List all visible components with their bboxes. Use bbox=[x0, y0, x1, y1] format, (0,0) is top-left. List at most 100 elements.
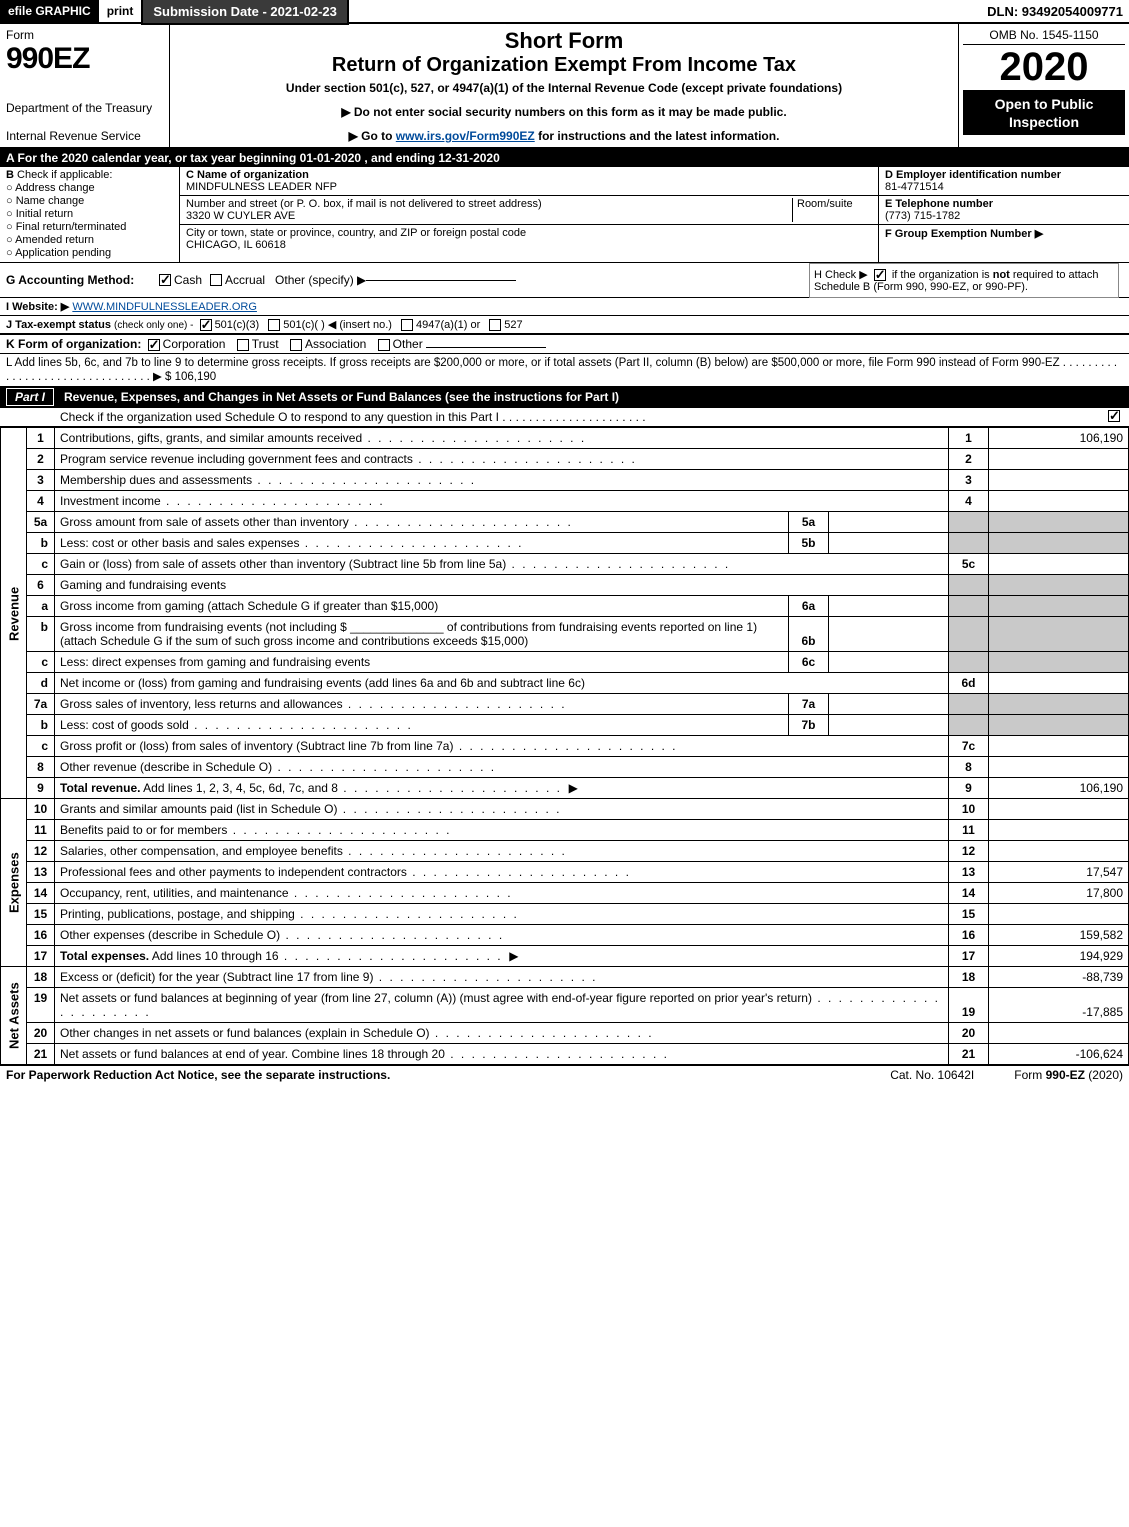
line-6b-desc: Gross income from fundraising events (no… bbox=[55, 617, 789, 652]
line-15-amt bbox=[989, 904, 1129, 925]
line-6b-no: b bbox=[27, 617, 55, 652]
line-13-col: 13 bbox=[949, 862, 989, 883]
section-i: I Website: ▶ WWW.MINDFULNESSLEADER.ORG bbox=[0, 297, 1129, 316]
line-11-no: 11 bbox=[27, 820, 55, 841]
irs-link[interactable]: www.irs.gov/Form990EZ bbox=[396, 129, 535, 143]
h-text1: H Check ▶ bbox=[814, 269, 868, 281]
line-6d-desc: Net income or (loss) from gaming and fun… bbox=[55, 673, 949, 694]
line-4-desc: Investment income bbox=[60, 494, 385, 508]
line-19-amt: -17,885 bbox=[989, 988, 1129, 1023]
open-public-inspection: Open to Public Inspection bbox=[963, 91, 1125, 135]
line-5a-sub: 5a bbox=[789, 512, 829, 533]
line-5c-no: c bbox=[27, 554, 55, 575]
grey-5a bbox=[949, 512, 989, 533]
part-1-check-line: Check if the organization used Schedule … bbox=[0, 408, 1129, 427]
line-18-col: 18 bbox=[949, 967, 989, 988]
grey-7a bbox=[949, 694, 989, 715]
ck-name-change[interactable]: Name change bbox=[6, 195, 173, 207]
ck-4947[interactable] bbox=[401, 319, 413, 331]
line-1-amt: 106,190 bbox=[989, 428, 1129, 449]
line-5c-col: 5c bbox=[949, 554, 989, 575]
header-center: Short Form Return of Organization Exempt… bbox=[170, 24, 959, 147]
grey-5b-amt bbox=[989, 533, 1129, 554]
line-9-desc: Add lines 1, 2, 3, 4, 5c, 6d, 7c, and 8 bbox=[143, 781, 562, 795]
i-label: I Website: ▶ bbox=[6, 301, 69, 313]
line-6a-desc: Gross income from gaming (attach Schedul… bbox=[55, 596, 789, 617]
line-12-amt bbox=[989, 841, 1129, 862]
dln-label: DLN: 93492054009771 bbox=[987, 4, 1129, 19]
ck-other[interactable] bbox=[378, 339, 390, 351]
line-13-desc: Professional fees and other payments to … bbox=[60, 865, 631, 879]
ck-assoc[interactable] bbox=[290, 339, 302, 351]
ck-amended-return[interactable]: Amended return bbox=[6, 234, 173, 246]
line-20-desc: Other changes in net assets or fund bala… bbox=[60, 1026, 654, 1040]
top-bar: efile GRAPHIC print Submission Date - 20… bbox=[0, 0, 1129, 24]
k-label: K Form of organization: bbox=[6, 337, 141, 351]
section-c: C Name of organization MINDFULNESS LEADE… bbox=[180, 167, 879, 262]
h-not: not bbox=[993, 269, 1010, 281]
website-url[interactable]: WWW.MINDFULNESSLEADER.ORG bbox=[72, 301, 257, 313]
ck-501c[interactable] bbox=[268, 319, 280, 331]
e-label: E Telephone number bbox=[885, 198, 993, 210]
line-9-amt: 106,190 bbox=[989, 778, 1129, 799]
grey-6a-amt bbox=[989, 596, 1129, 617]
line-1-no: 1 bbox=[27, 428, 55, 449]
page-footer: For Paperwork Reduction Act Notice, see … bbox=[0, 1065, 1129, 1084]
line-13-amt: 17,547 bbox=[989, 862, 1129, 883]
line-4-amt bbox=[989, 491, 1129, 512]
ck-corp[interactable] bbox=[148, 339, 160, 351]
line-4-no: 4 bbox=[27, 491, 55, 512]
org-name: MINDFULNESS LEADER NFP bbox=[186, 181, 337, 193]
line-17-desc: Add lines 10 through 16 bbox=[152, 949, 503, 963]
line-21-desc: Net assets or fund balances at end of ye… bbox=[60, 1047, 669, 1061]
ck-accrual[interactable] bbox=[210, 274, 222, 286]
ck-cash[interactable] bbox=[159, 274, 171, 286]
line-7a-desc: Gross sales of inventory, less returns a… bbox=[60, 697, 567, 711]
paperwork-notice: For Paperwork Reduction Act Notice, see … bbox=[6, 1068, 390, 1082]
ck-address-change[interactable]: Address change bbox=[6, 182, 173, 194]
line-7b-sub: 7b bbox=[789, 715, 829, 736]
line-7c-col: 7c bbox=[949, 736, 989, 757]
ck-501c3[interactable] bbox=[200, 319, 212, 331]
line-10-col: 10 bbox=[949, 799, 989, 820]
line-18-no: 18 bbox=[27, 967, 55, 988]
submission-date-label: Submission Date - 2021-02-23 bbox=[141, 0, 349, 25]
print-label[interactable]: print bbox=[99, 0, 142, 22]
line-14-desc: Occupancy, rent, utilities, and maintena… bbox=[60, 886, 513, 900]
ck-initial-return[interactable]: Initial return bbox=[6, 208, 173, 220]
line-1-col: 1 bbox=[949, 428, 989, 449]
line-16-desc: Other expenses (describe in Schedule O) bbox=[60, 928, 504, 942]
ck-schedule-o[interactable] bbox=[1108, 410, 1120, 422]
grey-5b bbox=[949, 533, 989, 554]
line-7b-val bbox=[829, 715, 949, 736]
short-form-title: Short Form bbox=[178, 28, 950, 54]
ck-final-return[interactable]: Final return/terminated bbox=[6, 221, 173, 233]
line-6d-amt bbox=[989, 673, 1129, 694]
line-5a-desc: Gross amount from sale of assets other t… bbox=[60, 515, 573, 529]
cat-no: Cat. No. 10642I bbox=[890, 1068, 974, 1082]
line-14-no: 14 bbox=[27, 883, 55, 904]
phone: (773) 715-1782 bbox=[885, 210, 960, 222]
line-10-desc: Grants and similar amounts paid (list in… bbox=[60, 802, 561, 816]
ck-trust[interactable] bbox=[237, 339, 249, 351]
grey-6-amt bbox=[989, 575, 1129, 596]
other-blank bbox=[366, 280, 516, 281]
line-7c-no: c bbox=[27, 736, 55, 757]
line-14-col: 14 bbox=[949, 883, 989, 904]
line-15-col: 15 bbox=[949, 904, 989, 925]
line-19-no: 19 bbox=[27, 988, 55, 1023]
line-5b-val bbox=[829, 533, 949, 554]
section-k: K Form of organization: Corporation Trus… bbox=[0, 335, 1129, 354]
line-6c-sub: 6c bbox=[789, 652, 829, 673]
ck-application-pending[interactable]: Application pending bbox=[6, 247, 173, 259]
efile-graphic-label: efile GRAPHIC bbox=[0, 0, 99, 22]
ck-h[interactable] bbox=[874, 269, 886, 281]
b-label: B bbox=[6, 169, 14, 181]
line-7c-desc: Gross profit or (loss) from sales of inv… bbox=[60, 739, 678, 753]
line-7a-sub: 7a bbox=[789, 694, 829, 715]
ck-527[interactable] bbox=[489, 319, 501, 331]
j-opt4: 527 bbox=[504, 319, 522, 331]
form-number: 990EZ bbox=[6, 42, 163, 76]
line-3-desc: Membership dues and assessments bbox=[60, 473, 476, 487]
grey-6c bbox=[949, 652, 989, 673]
